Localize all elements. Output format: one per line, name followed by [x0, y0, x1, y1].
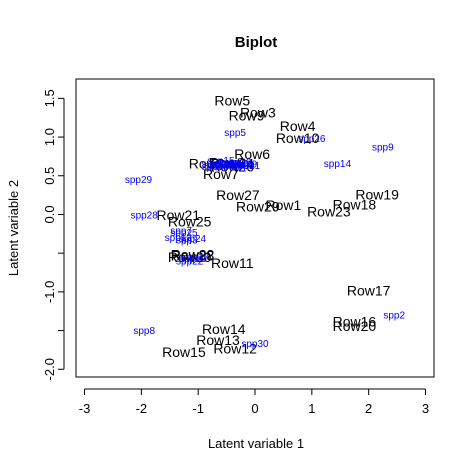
site-label: Row25	[168, 213, 212, 229]
species-label: spp20	[224, 157, 252, 168]
site-label: Row5	[214, 93, 250, 109]
site-label: Row17	[347, 282, 391, 298]
species-label: spp13	[165, 233, 193, 244]
y-tick-label: 0.5	[42, 167, 57, 185]
site-label: Row28	[171, 247, 215, 263]
plot-frame	[75, 78, 435, 378]
site-label: Row27	[216, 187, 260, 203]
site-label: Row7	[203, 166, 239, 182]
x-tick-label: 0	[251, 401, 258, 416]
species-label: spp26	[298, 134, 326, 145]
site-label: Row4	[280, 118, 316, 134]
species-label: spp3	[176, 235, 198, 246]
x-axis: -3 -2 -1 0 1 2 3	[79, 388, 429, 416]
chart-title: Biplot	[235, 34, 278, 51]
species-label: spp1	[202, 159, 224, 170]
site-label: Row23	[307, 203, 351, 219]
site-label: Row18	[333, 196, 377, 212]
species-label: spp8	[133, 326, 155, 337]
species-label: spp10	[221, 159, 249, 170]
x-tick-label: 2	[365, 401, 372, 416]
species-label: spp21	[233, 161, 261, 172]
site-label: Row16	[333, 313, 377, 329]
species-label: spp7	[170, 226, 192, 237]
site-label: Row3	[240, 104, 276, 120]
species-label: spp6	[213, 159, 235, 170]
site-label: Row20	[333, 318, 377, 334]
species-label: spp4	[210, 160, 232, 171]
x-tick-label: -2	[136, 401, 148, 416]
y-axis: -2.0 -1.0 0.0 0.5 1.0 1.5	[42, 89, 65, 380]
species-label: spp18	[202, 162, 230, 173]
site-label: Row24	[210, 155, 254, 171]
species-label: spp12	[179, 254, 207, 265]
x-tick-label: 1	[308, 401, 315, 416]
x-axis-label: Latent variable 1	[208, 436, 304, 451]
species-label: spp19	[230, 160, 258, 171]
site-label: Row30	[168, 249, 212, 265]
species-label: spp15	[207, 156, 235, 167]
y-tick-label: 1.0	[42, 128, 57, 146]
species-label: spp5	[224, 128, 246, 139]
site-label: Row15	[162, 344, 206, 360]
site-label: Row11	[211, 255, 254, 271]
site-label: Row1	[266, 197, 302, 213]
species-label: spp11	[216, 159, 243, 170]
site-label: Row26	[210, 158, 254, 174]
species-label: spp9	[372, 143, 394, 154]
x-tick-label: -1	[192, 401, 204, 416]
species-label: spp28	[131, 211, 159, 222]
species-label: spp25	[170, 228, 198, 239]
y-tick-label: -2.0	[42, 358, 57, 380]
site-label: Row10	[276, 130, 320, 146]
site-label: Row9	[229, 107, 265, 123]
site-label: Row8	[209, 155, 245, 171]
species-label: spp23	[227, 160, 255, 171]
species-label: spp22	[176, 256, 204, 267]
site-label: Row14	[202, 321, 246, 337]
y-tick-label: -1.0	[42, 281, 57, 303]
site-label: Row13	[196, 332, 240, 348]
species-label: spp30	[241, 339, 269, 350]
species-label: spp24	[179, 234, 207, 245]
site-label: Row21	[156, 207, 200, 223]
site-label: Row12	[213, 340, 257, 356]
species-label: spp29	[125, 175, 153, 186]
species-label: spp14	[324, 159, 352, 170]
species-label: spp27	[204, 160, 232, 171]
y-tick-label: 1.5	[42, 89, 57, 107]
site-label: Row29	[236, 199, 280, 215]
site-label: Row2	[189, 155, 225, 171]
species-label: spp16	[213, 160, 241, 171]
y-axis-label: Latent variable 2	[6, 180, 21, 276]
site-label: Row19	[355, 186, 399, 202]
site-label: Row6	[234, 146, 270, 162]
y-tick-label: 0.0	[42, 205, 57, 223]
species-label: spp2	[383, 311, 405, 322]
site-label: Row22	[171, 247, 215, 263]
species-labels: spp1 spp2 spp3 spp4 spp5 spp6 spp7 spp8 spp9 spp1…	[125, 128, 406, 350]
x-tick-label: 3	[422, 401, 429, 416]
x-tick-label: -3	[79, 401, 91, 416]
species-label: spp17	[182, 253, 210, 264]
